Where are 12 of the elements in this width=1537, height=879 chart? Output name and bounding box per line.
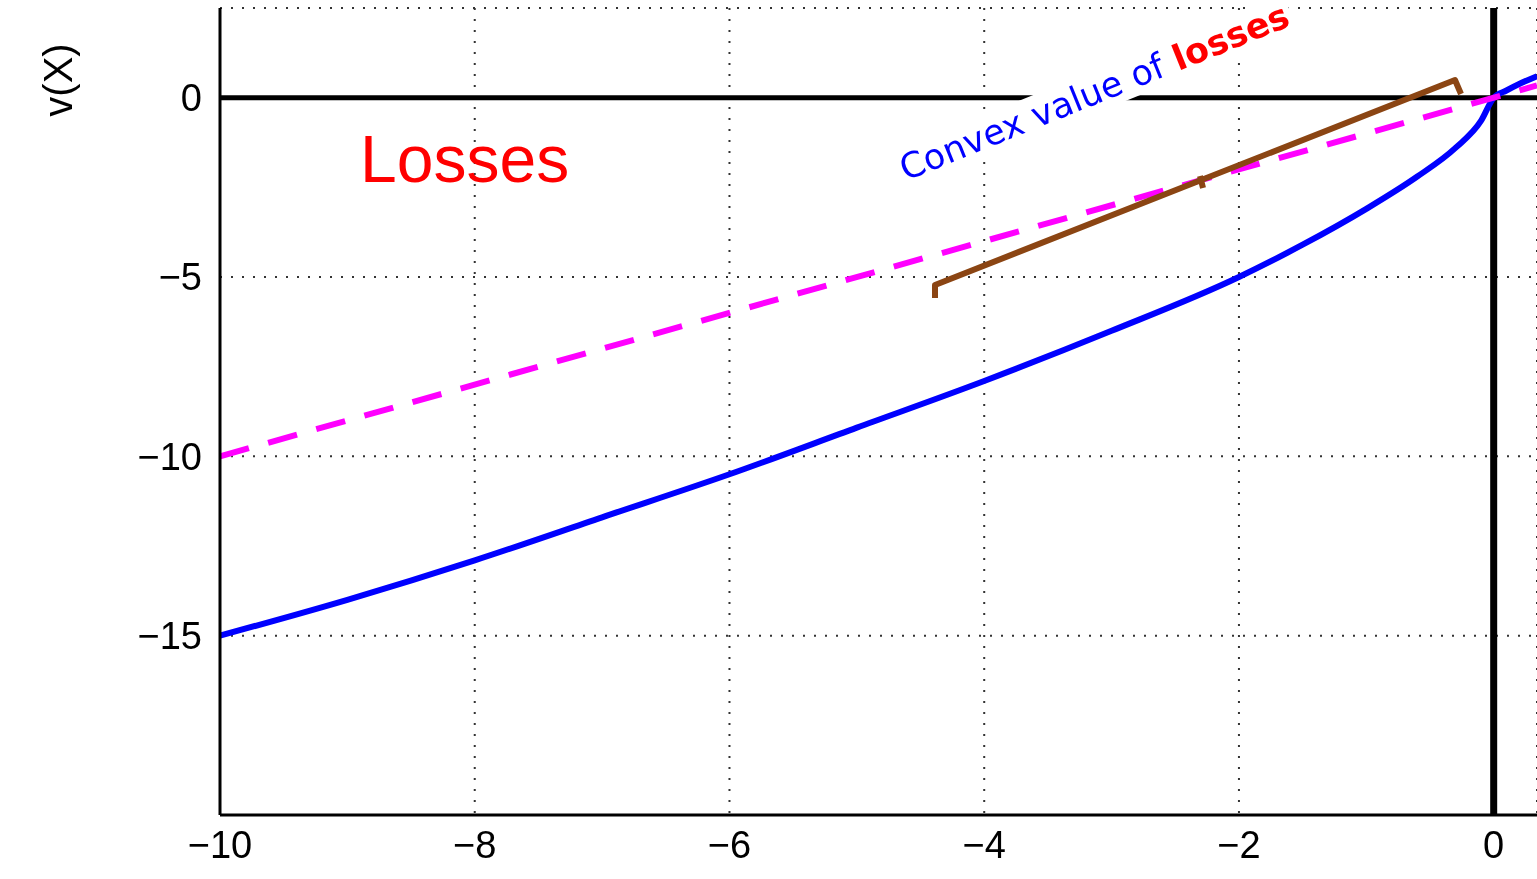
x-tick-label: −2 xyxy=(1217,823,1261,866)
annotation: Losses xyxy=(360,122,570,197)
y-tick-label: 0 xyxy=(180,77,202,120)
y-axis-title: v(X) xyxy=(36,43,80,117)
y-tick-label: −15 xyxy=(137,615,202,658)
x-tick-label: −6 xyxy=(707,823,752,866)
x-tick-label: −4 xyxy=(962,823,1006,866)
x-tick-label: −8 xyxy=(453,823,497,866)
x-tick-label: 0 xyxy=(1483,823,1505,866)
y-tick-label: −5 xyxy=(158,256,202,299)
x-tick-label: −10 xyxy=(187,823,253,866)
y-tick-label: −10 xyxy=(137,435,202,478)
